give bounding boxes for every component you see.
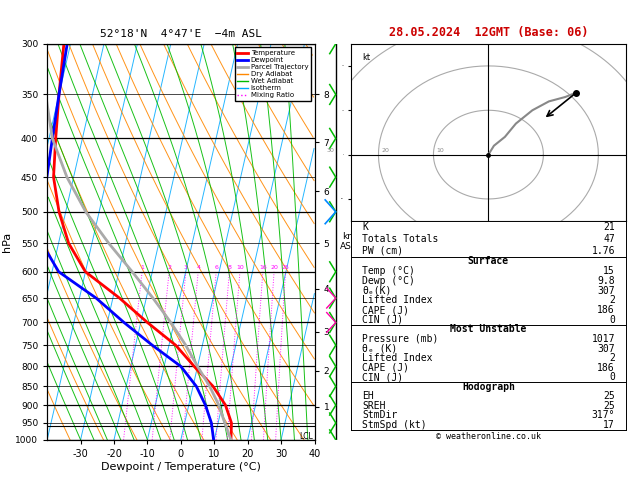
Text: CIN (J): CIN (J) [362, 372, 403, 382]
Text: 2: 2 [609, 353, 615, 363]
Text: 307: 307 [597, 344, 615, 353]
Text: PW (cm): PW (cm) [362, 246, 403, 256]
Text: CIN (J): CIN (J) [362, 315, 403, 325]
Text: 6: 6 [214, 265, 218, 270]
Text: StmDir: StmDir [362, 410, 398, 420]
Text: 30: 30 [326, 148, 334, 154]
Text: Lifted Index: Lifted Index [362, 353, 433, 363]
Text: 16: 16 [259, 265, 267, 270]
Text: Lifted Index: Lifted Index [362, 295, 433, 305]
Text: 52°18'N  4°47'E  −4m ASL: 52°18'N 4°47'E −4m ASL [100, 29, 262, 39]
Text: 4: 4 [196, 265, 200, 270]
Text: 47: 47 [603, 234, 615, 244]
Text: 1017: 1017 [591, 334, 615, 344]
Text: 0: 0 [609, 315, 615, 325]
Text: Totals Totals: Totals Totals [362, 234, 438, 244]
Text: 21: 21 [603, 222, 615, 232]
Text: 17: 17 [603, 420, 615, 430]
Text: 317°: 317° [591, 410, 615, 420]
Text: Pressure (mb): Pressure (mb) [362, 334, 438, 344]
Text: 25: 25 [282, 265, 289, 270]
Text: © weatheronline.co.uk: © weatheronline.co.uk [436, 432, 541, 441]
Text: Most Unstable: Most Unstable [450, 325, 526, 334]
Text: kt: kt [362, 52, 370, 62]
Text: θₑ (K): θₑ (K) [362, 344, 398, 353]
Legend: Temperature, Dewpoint, Parcel Trajectory, Dry Adiabat, Wet Adiabat, Isotherm, Mi: Temperature, Dewpoint, Parcel Trajectory… [235, 47, 311, 101]
Text: 10: 10 [436, 148, 444, 154]
Text: 15: 15 [603, 266, 615, 276]
Text: SREH: SREH [362, 401, 386, 411]
Text: 186: 186 [597, 363, 615, 373]
Text: θₑ(K): θₑ(K) [362, 286, 391, 295]
Text: 25: 25 [603, 401, 615, 411]
Text: 28.05.2024  12GMT (Base: 06): 28.05.2024 12GMT (Base: 06) [389, 26, 588, 39]
Text: 20: 20 [270, 265, 278, 270]
Text: LCL: LCL [299, 433, 313, 441]
Text: 2: 2 [609, 295, 615, 305]
Text: 25: 25 [603, 391, 615, 401]
Text: 0: 0 [609, 372, 615, 382]
Text: 8: 8 [228, 265, 231, 270]
Text: 186: 186 [597, 305, 615, 315]
Text: 3: 3 [184, 265, 188, 270]
Text: 307: 307 [597, 286, 615, 295]
Text: EH: EH [362, 391, 374, 401]
Text: StmSpd (kt): StmSpd (kt) [362, 420, 426, 430]
Text: 1.76: 1.76 [591, 246, 615, 256]
Text: 10: 10 [236, 265, 244, 270]
Text: 1: 1 [140, 265, 144, 270]
Text: 2: 2 [167, 265, 171, 270]
Y-axis label: km
ASL: km ASL [340, 232, 357, 251]
X-axis label: Dewpoint / Temperature (°C): Dewpoint / Temperature (°C) [101, 462, 261, 471]
Text: Dewp (°C): Dewp (°C) [362, 276, 415, 286]
Text: Hodograph: Hodograph [462, 382, 515, 392]
Text: 20: 20 [381, 148, 389, 154]
Text: K: K [362, 222, 368, 232]
Y-axis label: hPa: hPa [3, 232, 13, 252]
Text: CAPE (J): CAPE (J) [362, 363, 409, 373]
Text: CAPE (J): CAPE (J) [362, 305, 409, 315]
Text: Temp (°C): Temp (°C) [362, 266, 415, 276]
Text: 9.8: 9.8 [597, 276, 615, 286]
Text: Surface: Surface [468, 257, 509, 266]
